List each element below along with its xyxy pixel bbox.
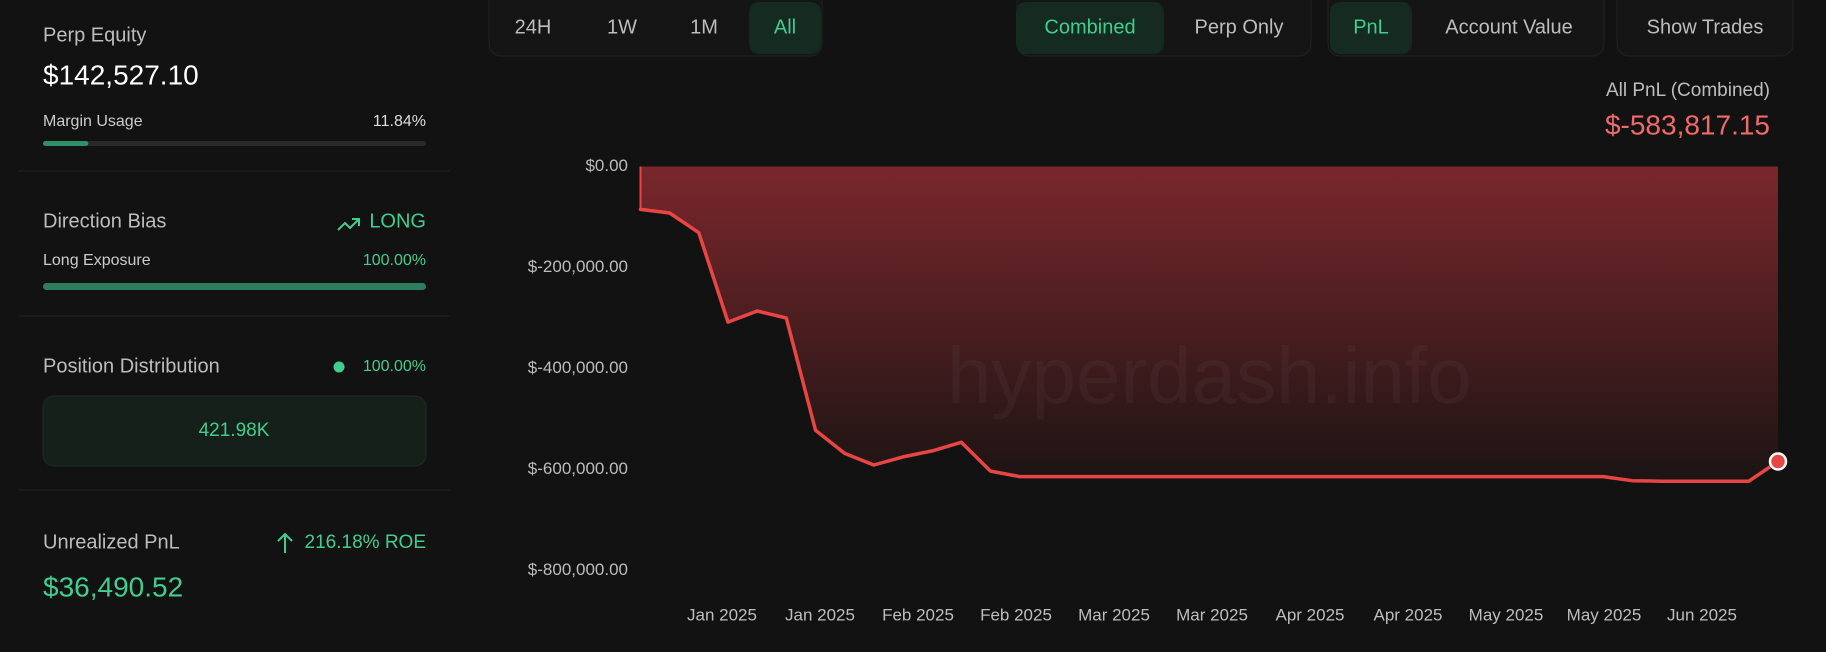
exposure-bar [43,283,426,290]
x-tick-label: Feb 2025 [980,605,1052,624]
x-tick-label: Apr 2025 [1374,605,1443,624]
y-tick-label: $0.00 [585,156,628,175]
roe-value: 216.18% ROE [305,532,426,553]
direction-bias-label: Direction Bias [43,210,166,232]
chart: $0.00 $-200,000.00 $-400,000.00 $-600,000.0… [528,156,1788,624]
distribution-share: 100.00% [363,358,426,375]
margin-usage-value: 11.84% [373,113,426,130]
active-button-bg [1330,2,1412,54]
distribution-box [42,395,427,467]
range-button[interactable]: 1M [690,16,718,38]
x-tick-label: Feb 2025 [882,605,954,624]
range-button[interactable]: 24H [515,16,552,38]
margin-bar [43,141,89,146]
range-group [488,0,823,57]
end-point [1768,452,1788,471]
range-button[interactable]: All [774,16,796,38]
y-tick-label: $-600,000.00 [528,459,628,478]
x-tick-label: May 2025 [1469,605,1544,624]
margin-usage-label: Margin Usage [43,113,143,130]
trades-group [1616,0,1794,57]
direction-bias-value: LONG [369,210,426,232]
x-tick-label: May 2025 [1567,605,1642,624]
active-button-bg [1016,2,1164,54]
x-tick-label: Mar 2025 [1078,605,1150,624]
margin-track [43,141,426,146]
unrealized-pnl-value: $36,490.52 [43,571,183,602]
y-tick-label: $-800,000.00 [528,560,628,579]
perp-equity-value: $142,527.10 [43,59,199,90]
x-tick-label: Jun 2025 [1667,605,1737,624]
x-tick-label: Jan 2025 [687,605,757,624]
toolbar: 24H 1W 1M All Combined Perp Only PnL Account Va… [515,2,1573,54]
perp-equity-label: Perp Equity [43,24,146,46]
active-button-bg [749,2,821,54]
show-trades-button[interactable]: Show Trades [1647,16,1764,38]
x-tick-label: Jan 2025 [785,605,855,624]
x-tick-label: Mar 2025 [1176,605,1248,624]
position-distribution-label: Position Distribution [43,355,220,377]
up-arrow-icon [277,532,293,553]
range-button[interactable]: 1W [607,16,637,38]
unrealized-pnl-label: Unrealized PnL [43,531,180,553]
area-fill [640,166,1778,482]
chart-title: All PnL (Combined) [1606,80,1770,101]
x-tick-label: Apr 2025 [1276,605,1345,624]
long-exposure-label: Long Exposure [43,252,151,269]
chart-subtitle: $-583,817.15 [1605,109,1770,140]
y-tick-label: $-400,000.00 [528,358,628,377]
metric-button[interactable]: Account Value [1445,16,1573,38]
watermark: hyperdash.info [947,331,1472,420]
long-exposure-value: 100.00% [363,252,426,269]
trend-icon [337,218,360,231]
pnl-line [638,207,1780,483]
mode-button[interactable]: Combined [1044,16,1135,38]
mode-button[interactable]: Perp Only [1195,16,1284,38]
y-tick-label: $-200,000.00 [528,257,628,276]
distribution-total: 421.98K [199,420,270,441]
metric-button[interactable]: PnL [1353,16,1389,38]
distribution-dot [333,361,345,373]
